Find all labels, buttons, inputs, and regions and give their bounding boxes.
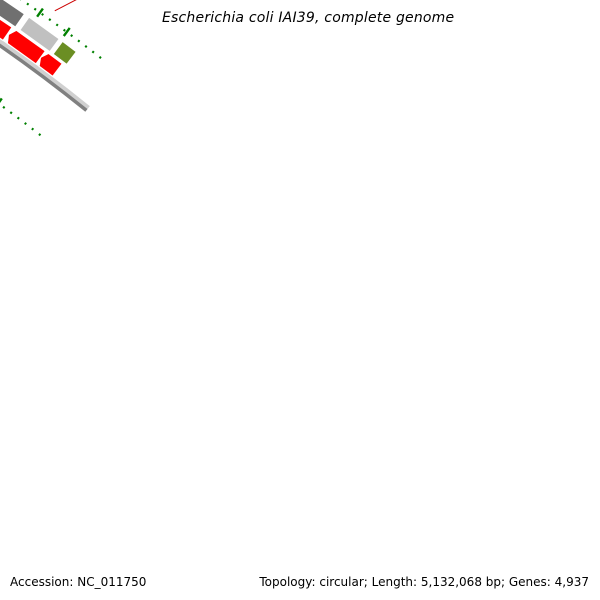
map-title: Escherichia coli IAI39, complete genome: [162, 10, 455, 26]
cds-arrow: [0, 18, 13, 42]
kbp-ruler: 1034 kbp1035 kbp1036 kbp1037 kbp1038 kbp…: [0, 97, 42, 137]
backbone-shadow: [0, 39, 90, 112]
gene-labels: wzxCwcaKwcaLwcaMgalFrmlBrmlDrmlArmlC: [54, 0, 77, 12]
outer-ruler-tick: [36, 7, 44, 18]
backbone: [0, 39, 90, 112]
cds-arrow: [6, 29, 47, 65]
cds-arrow: [38, 52, 64, 78]
topology-summary: Topology: circular; Length: 5,132,068 bp…: [259, 575, 589, 589]
gene-label-leader: [54, 0, 77, 12]
gene-block-wzxC: [18, 16, 61, 53]
ruler-tick: [0, 97, 3, 103]
cds-track: [0, 18, 64, 78]
gene-top-segment: [52, 40, 78, 66]
gene-block-wcaK: [0, 0, 26, 28]
backbone-line: [0, 43, 88, 112]
gene-track: [0, 0, 78, 66]
ruler-dotted-line: [0, 103, 42, 137]
outer-ruler-tick: [62, 27, 71, 37]
accession-text: Accession: NC_011750: [10, 575, 147, 589]
outer-ruler: [19, 0, 102, 59]
